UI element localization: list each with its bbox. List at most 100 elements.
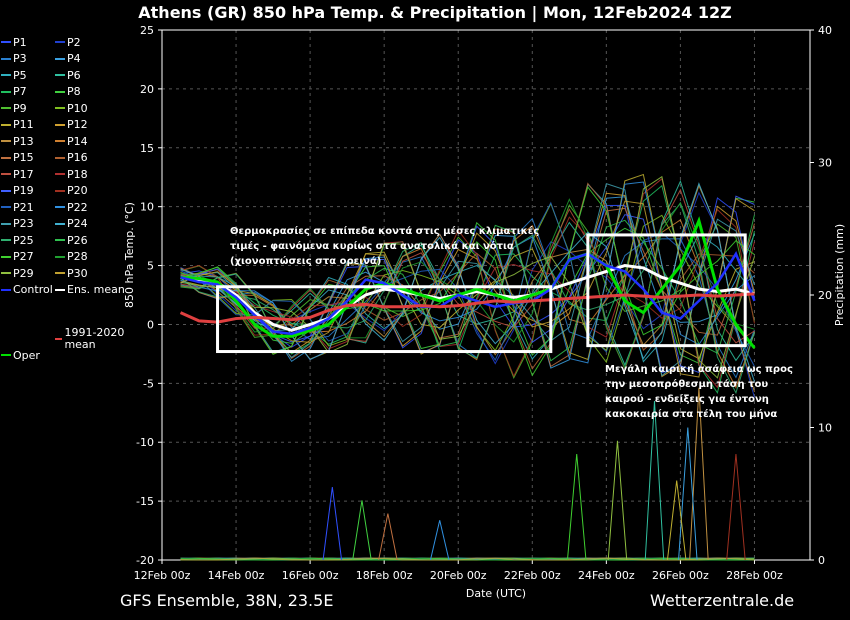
legend-label: Oper bbox=[13, 348, 40, 362]
precip-spike bbox=[429, 520, 450, 561]
precip-spike bbox=[678, 427, 698, 561]
legend-label: P28 bbox=[67, 250, 88, 263]
legend-label: P6 bbox=[67, 68, 81, 82]
member-line-p26 bbox=[180, 214, 755, 362]
legend-item-p21: P21 bbox=[1, 200, 34, 214]
y-tick-label: -5 bbox=[143, 377, 154, 390]
annotation-left: Θερμοκρασίες σε επίπεδα κοντά στις μέσες… bbox=[230, 226, 540, 267]
legend-label: P29 bbox=[13, 266, 34, 280]
member-line-p29 bbox=[180, 175, 755, 379]
legend-item-1991-2020-mean: 1991-2020 mean bbox=[55, 327, 135, 351]
legend-label: P9 bbox=[13, 101, 27, 115]
legend-label: 1991-2020 mean bbox=[64, 326, 125, 351]
member-precip-p30 bbox=[180, 557, 755, 561]
legend-item-p7: P7 bbox=[1, 85, 27, 99]
y-tick-label: 5 bbox=[147, 260, 154, 273]
y-axis-label: 850 hPa Temp. (°C) bbox=[123, 202, 136, 308]
legend-item-p11: P11 bbox=[1, 118, 34, 132]
legend-item-p22: P22 bbox=[55, 200, 88, 214]
legend-swatch bbox=[55, 41, 65, 43]
legend-item-p28: P28 bbox=[55, 250, 88, 264]
legend-swatch bbox=[55, 90, 65, 93]
legend-swatch bbox=[55, 74, 65, 76]
y-tick-label: -15 bbox=[136, 495, 154, 508]
x-tick-label: 16Feb 00z bbox=[282, 569, 339, 582]
legend-item-p14: P14 bbox=[55, 134, 88, 148]
legend-item-p20: P20 bbox=[55, 184, 88, 198]
precip-spike bbox=[644, 400, 665, 561]
legend-label: P2 bbox=[67, 35, 81, 49]
member-line-p8 bbox=[180, 197, 755, 364]
legend-label: P15 bbox=[13, 151, 34, 164]
legend-label: P8 bbox=[67, 85, 81, 98]
legend-label: P4 bbox=[67, 52, 81, 65]
legend-swatch bbox=[1, 222, 11, 225]
model-info: GFS Ensemble, 38N, 23.5E bbox=[120, 591, 334, 610]
legend-swatch bbox=[1, 41, 11, 43]
legend-item-p24: P24 bbox=[55, 217, 88, 231]
member-line-p7 bbox=[180, 184, 755, 394]
legend-item-p26: P26 bbox=[55, 233, 88, 247]
legend: P1 P2 P3 P4 P5 P6 P7 P8 P9 P10 P11 P12 P13 P14 P15 P16 P… bbox=[0, 35, 135, 375]
legend-item-ens-mean: Ens. mean bbox=[55, 283, 125, 297]
source-label: Wetterzentrale.de bbox=[650, 591, 795, 610]
y2-axis-label: Precipitation (mm) bbox=[833, 224, 846, 326]
y-tick-label: 15 bbox=[140, 142, 154, 155]
precip-spike bbox=[322, 487, 343, 561]
y-tick-label: 20 bbox=[140, 83, 154, 96]
legend-label: P10 bbox=[67, 101, 88, 115]
precip-spike bbox=[352, 500, 372, 561]
y-tick-label: -20 bbox=[136, 554, 154, 567]
y-tick-label: 25 bbox=[140, 24, 154, 37]
legend-swatch bbox=[55, 288, 65, 291]
legend-swatch bbox=[1, 90, 11, 93]
chart-title: Athens (GR) 850 hPa Temp. & Precipitatio… bbox=[138, 3, 732, 22]
y-tick-label: -10 bbox=[136, 436, 154, 449]
legend-label: P21 bbox=[13, 200, 34, 214]
x-axis-label: Date (UTC) bbox=[466, 587, 526, 600]
legend-label: P19 bbox=[13, 184, 34, 197]
legend-label: P11 bbox=[13, 118, 34, 131]
y2-tick-label: 0 bbox=[818, 554, 825, 567]
legend-item-p5: P5 bbox=[1, 68, 27, 82]
legend-swatch bbox=[1, 123, 11, 126]
legend-label: P17 bbox=[13, 167, 34, 181]
x-tick-label: 22Feb 00z bbox=[504, 569, 561, 582]
legend-item-p2: P2 bbox=[55, 35, 81, 49]
legend-item-p10: P10 bbox=[55, 101, 88, 115]
legend-item-control: Control bbox=[1, 283, 53, 297]
legend-item-p9: P9 bbox=[1, 101, 27, 115]
legend-label: P5 bbox=[13, 68, 27, 82]
legend-label: P20 bbox=[67, 184, 88, 197]
legend-swatch bbox=[1, 57, 11, 60]
series-1991-2020-mean bbox=[179, 292, 755, 324]
legend-item-p25: P25 bbox=[1, 233, 34, 247]
legend-label: P7 bbox=[13, 85, 27, 98]
series-oper bbox=[180, 216, 756, 349]
legend-label: P12 bbox=[67, 118, 88, 131]
legend-swatch bbox=[55, 156, 65, 159]
legend-item-p23: P23 bbox=[1, 217, 34, 231]
legend-label: P13 bbox=[13, 134, 34, 148]
legend-item-p18: P18 bbox=[55, 167, 88, 181]
legend-item-p6: P6 bbox=[55, 68, 81, 82]
legend-label: P18 bbox=[67, 167, 88, 181]
highlight-box-1 bbox=[216, 285, 553, 354]
precip-spike bbox=[566, 453, 587, 561]
legend-label: P16 bbox=[67, 151, 88, 164]
legend-swatch bbox=[55, 140, 65, 142]
member-line-p23 bbox=[180, 182, 755, 377]
legend-swatch bbox=[55, 338, 63, 340]
legend-swatch bbox=[1, 206, 11, 208]
legend-swatch bbox=[55, 272, 65, 274]
legend-item-p4: P4 bbox=[55, 52, 81, 66]
y2-tick-label: 10 bbox=[818, 422, 832, 435]
legend-swatch bbox=[55, 123, 65, 126]
y2-tick-label: 40 bbox=[818, 24, 832, 37]
legend-swatch bbox=[1, 239, 11, 241]
legend-label: P14 bbox=[67, 134, 88, 148]
legend-swatch bbox=[55, 173, 65, 175]
x-tick-label: 18Feb 00z bbox=[356, 569, 413, 582]
legend-item-p8: P8 bbox=[55, 85, 81, 99]
